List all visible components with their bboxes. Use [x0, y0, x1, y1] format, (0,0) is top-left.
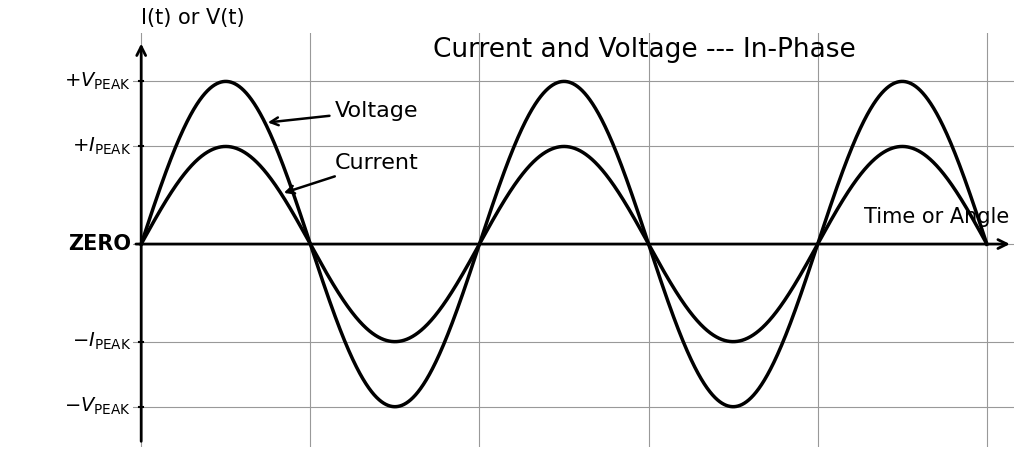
Text: Current and Voltage --- In-Phase: Current and Voltage --- In-Phase: [432, 37, 855, 63]
Text: Time or Angle: Time or Angle: [864, 207, 1010, 227]
Text: $+I_{\rm PEAK}$: $+I_{\rm PEAK}$: [72, 136, 131, 157]
Text: ZERO: ZERO: [69, 234, 131, 254]
Text: $+V_{\rm PEAK}$: $+V_{\rm PEAK}$: [65, 71, 131, 92]
Text: $-I_{\rm PEAK}$: $-I_{\rm PEAK}$: [72, 331, 131, 352]
Text: Voltage: Voltage: [270, 101, 419, 125]
Text: Current: Current: [287, 153, 419, 193]
Text: I(t) or V(t): I(t) or V(t): [141, 8, 245, 28]
Text: $-V_{\rm PEAK}$: $-V_{\rm PEAK}$: [65, 396, 131, 418]
